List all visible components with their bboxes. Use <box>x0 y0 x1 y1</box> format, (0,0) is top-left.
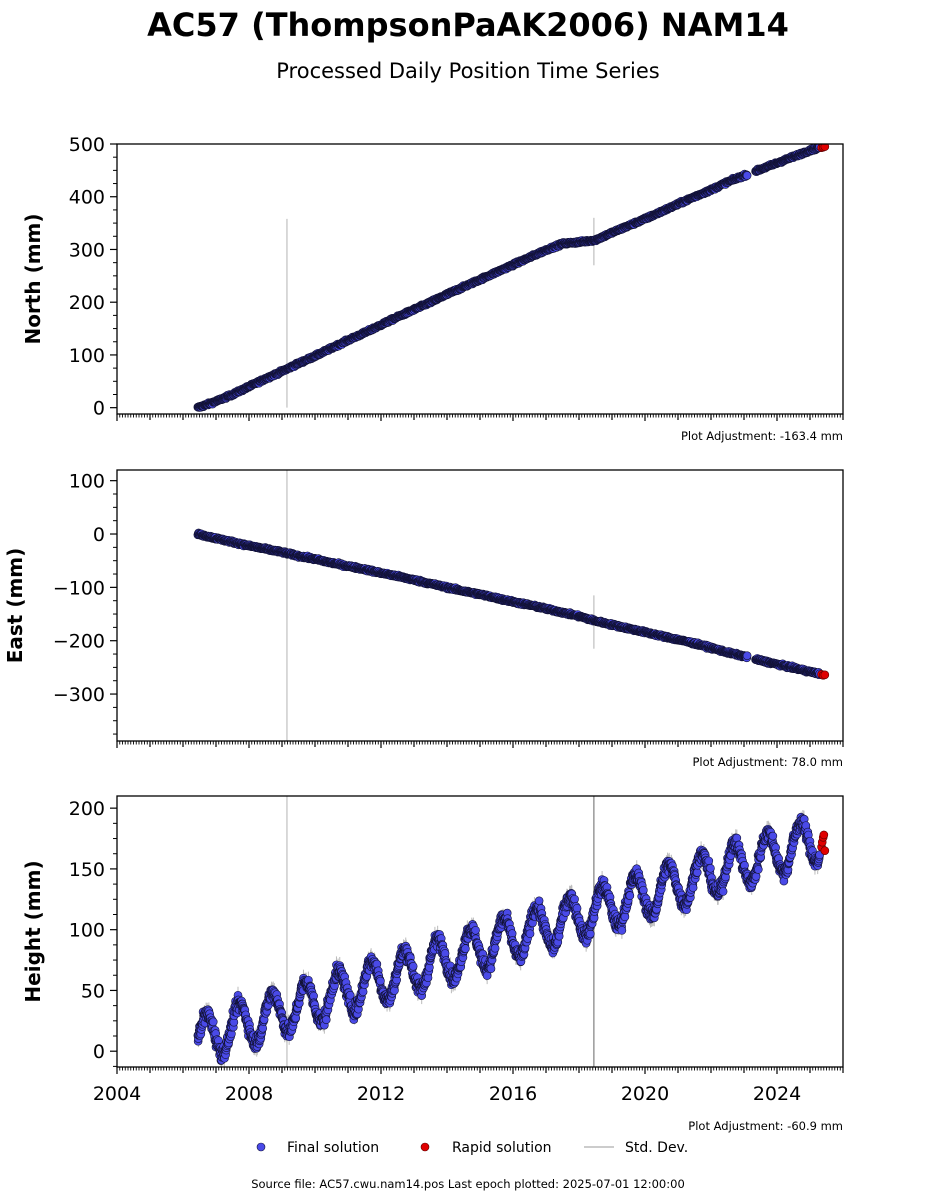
north-y-tick-label: 400 <box>69 187 105 209</box>
north-plot-area <box>193 144 830 412</box>
north-rapid-series <box>817 144 830 152</box>
north-y-tick-label: 200 <box>69 292 105 314</box>
north-y-tick-label: 500 <box>69 134 105 156</box>
chart-title: AC57 (ThompsonPaAK2006) NAM14 <box>147 6 789 44</box>
chart-subtitle: Processed Daily Position Time Series <box>276 59 660 83</box>
north-rapid-point <box>820 144 830 151</box>
north-y-axis-label: North (mm) <box>21 213 45 344</box>
north-y-tick-label: 0 <box>93 398 105 420</box>
east-plot-area <box>193 470 830 741</box>
north-final-series <box>193 144 825 412</box>
north-final-point <box>742 171 752 180</box>
north-y-tick-label: 100 <box>69 345 105 367</box>
east-final-series <box>193 528 825 680</box>
north-y-tick-label: 300 <box>69 239 105 261</box>
north-panel: 0 100 200 300 400 500 North (mm) Plot Adjustmen… <box>21 134 844 443</box>
north-plot-adjustment: Plot Adjustment: -163.4 mm <box>681 429 843 443</box>
